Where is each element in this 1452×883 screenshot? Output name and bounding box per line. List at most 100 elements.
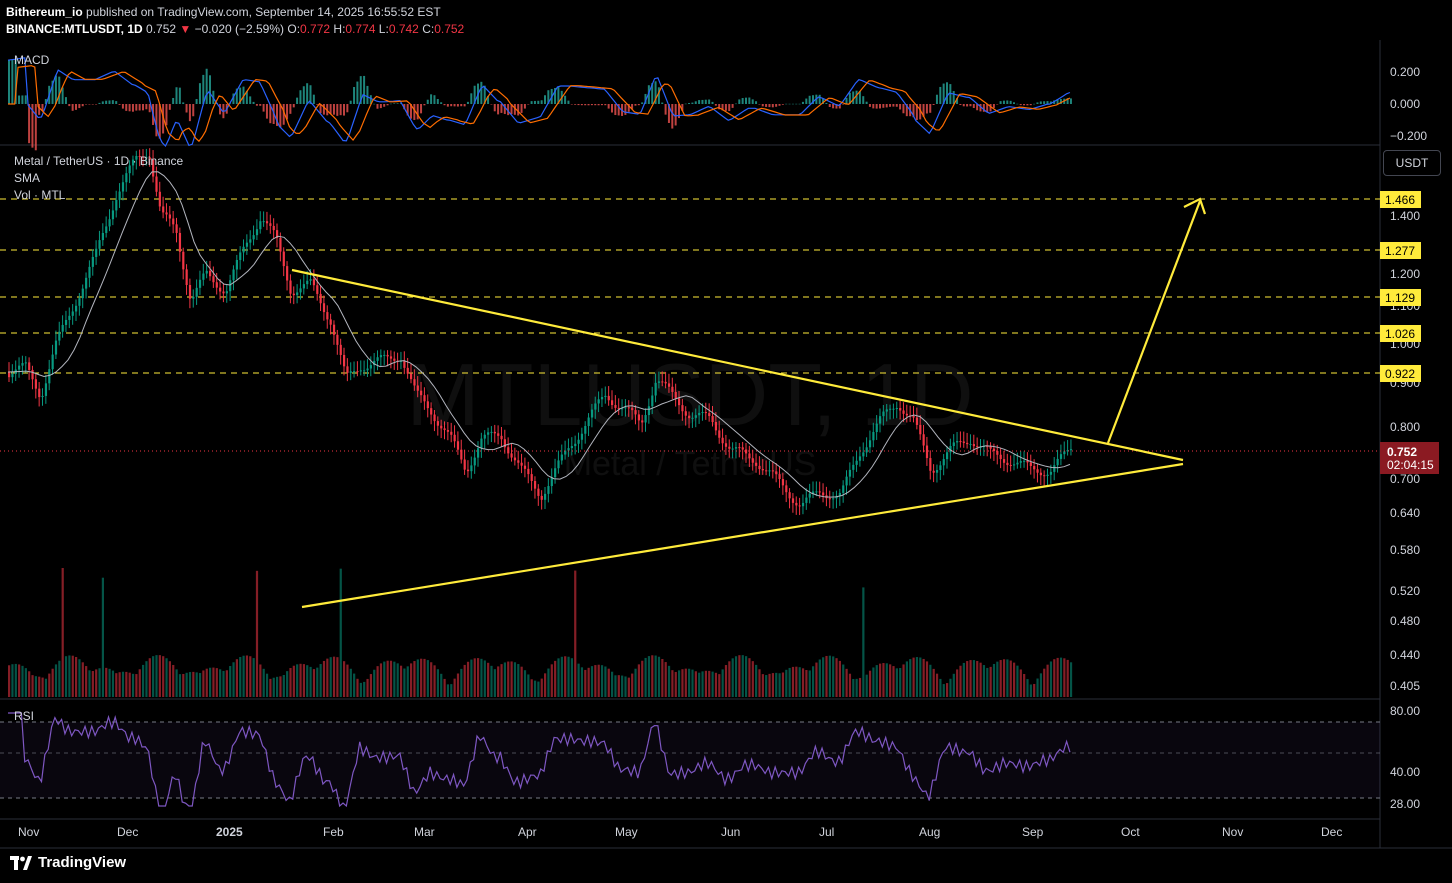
- candle-body[interactable]: [379, 355, 383, 358]
- candle-body[interactable]: [788, 492, 791, 499]
- candle-body[interactable]: [1046, 474, 1049, 476]
- candle-body[interactable]: [373, 360, 376, 366]
- candle-body[interactable]: [631, 407, 634, 411]
- candle-body[interactable]: [858, 456, 862, 461]
- candle-body[interactable]: [259, 221, 262, 230]
- candle-body[interactable]: [976, 446, 979, 448]
- candle-body[interactable]: [81, 288, 84, 299]
- candle-body[interactable]: [611, 400, 614, 406]
- candle-body[interactable]: [299, 288, 302, 293]
- candle-body[interactable]: [651, 395, 654, 407]
- candle-body[interactable]: [781, 479, 785, 486]
- triangle-lower-trendline[interactable]: [301, 462, 1184, 609]
- candle-body[interactable]: [939, 465, 942, 471]
- candle-body[interactable]: [282, 251, 285, 267]
- candle-body[interactable]: [544, 493, 547, 500]
- candle-body[interactable]: [966, 442, 969, 445]
- candle-body[interactable]: [215, 282, 218, 288]
- candle-body[interactable]: [503, 439, 506, 448]
- candle-body[interactable]: [473, 457, 476, 466]
- candle-body[interactable]: [24, 362, 27, 364]
- candle-body[interactable]: [517, 460, 520, 463]
- candle-body[interactable]: [18, 365, 21, 370]
- candle-body[interactable]: [252, 235, 255, 240]
- candle-body[interactable]: [8, 372, 11, 378]
- candle-body[interactable]: [775, 471, 778, 475]
- candle-body[interactable]: [986, 446, 989, 448]
- candle-body[interactable]: [138, 156, 141, 158]
- candle-body[interactable]: [336, 334, 339, 345]
- candle-body[interactable]: [875, 423, 878, 433]
- candle-body[interactable]: [188, 284, 192, 299]
- breakout-arrow[interactable]: [1106, 200, 1202, 444]
- candle-body[interactable]: [798, 505, 801, 507]
- candle-body[interactable]: [229, 280, 232, 292]
- candle-body[interactable]: [637, 414, 640, 421]
- candle-body[interactable]: [322, 303, 326, 313]
- candle-body[interactable]: [326, 312, 329, 320]
- candle-body[interactable]: [708, 413, 711, 417]
- candle-body[interactable]: [423, 395, 426, 402]
- candle-body[interactable]: [584, 426, 587, 434]
- candle-body[interactable]: [852, 464, 855, 470]
- volume-legend[interactable]: Vol · MTL: [14, 188, 66, 202]
- candle-body[interactable]: [520, 462, 523, 466]
- candle-body[interactable]: [1069, 449, 1073, 451]
- candle-body[interactable]: [765, 470, 768, 472]
- candle-body[interactable]: [879, 416, 882, 424]
- candle-body[interactable]: [1056, 458, 1059, 466]
- candle-body[interactable]: [899, 408, 902, 411]
- macd-legend[interactable]: MACD: [14, 53, 50, 67]
- candle-body[interactable]: [587, 417, 590, 427]
- candle-body[interactable]: [416, 385, 419, 391]
- candle-body[interactable]: [239, 252, 242, 260]
- candle-body[interactable]: [567, 448, 570, 451]
- candle-body[interactable]: [235, 259, 238, 270]
- candle-body[interactable]: [443, 428, 446, 431]
- candle-body[interactable]: [209, 270, 212, 277]
- candle-body[interactable]: [286, 266, 289, 281]
- candle-body[interactable]: [711, 416, 714, 423]
- candle-body[interactable]: [1049, 471, 1053, 475]
- candle-body[interactable]: [607, 395, 610, 401]
- candle-body[interactable]: [902, 410, 905, 414]
- candle-body[interactable]: [778, 474, 781, 480]
- candle-body[interactable]: [162, 206, 165, 213]
- candle-body[interactable]: [868, 440, 872, 448]
- candle-body[interactable]: [785, 485, 788, 493]
- candle-body[interactable]: [1066, 450, 1069, 452]
- candle-body[interactable]: [212, 276, 215, 283]
- candle-body[interactable]: [456, 441, 460, 450]
- candle-body[interactable]: [101, 232, 104, 241]
- candle-body[interactable]: [895, 408, 898, 410]
- candle-body[interactable]: [674, 391, 677, 399]
- candle-body[interactable]: [915, 417, 919, 425]
- candle-body[interactable]: [949, 446, 952, 453]
- candle-body[interactable]: [436, 421, 439, 426]
- candle-body[interactable]: [1026, 460, 1029, 463]
- candle-body[interactable]: [929, 458, 932, 471]
- candle-body[interactable]: [892, 408, 895, 410]
- candle-body[interactable]: [822, 492, 825, 496]
- candle-body[interactable]: [41, 395, 44, 398]
- candle-body[interactable]: [617, 407, 620, 409]
- candle-body[interactable]: [564, 450, 567, 455]
- candle-body[interactable]: [1016, 462, 1019, 465]
- candle-body[interactable]: [791, 498, 795, 503]
- candle-body[interactable]: [657, 381, 661, 383]
- candle-body[interactable]: [11, 373, 14, 378]
- candle-body[interactable]: [647, 406, 651, 416]
- candle-body[interactable]: [403, 360, 406, 368]
- candle-body[interactable]: [195, 287, 198, 297]
- candle-body[interactable]: [255, 229, 259, 236]
- candle-body[interactable]: [276, 230, 279, 238]
- candle-body[interactable]: [346, 366, 349, 373]
- candle-body[interactable]: [202, 273, 205, 280]
- candle-body[interactable]: [487, 432, 490, 435]
- candle-body[interactable]: [681, 405, 684, 412]
- candle-body[interactable]: [71, 311, 74, 316]
- candle-body[interactable]: [805, 497, 808, 503]
- candle-body[interactable]: [185, 269, 188, 285]
- candle-body[interactable]: [232, 269, 235, 281]
- candle-body[interactable]: [1019, 461, 1022, 463]
